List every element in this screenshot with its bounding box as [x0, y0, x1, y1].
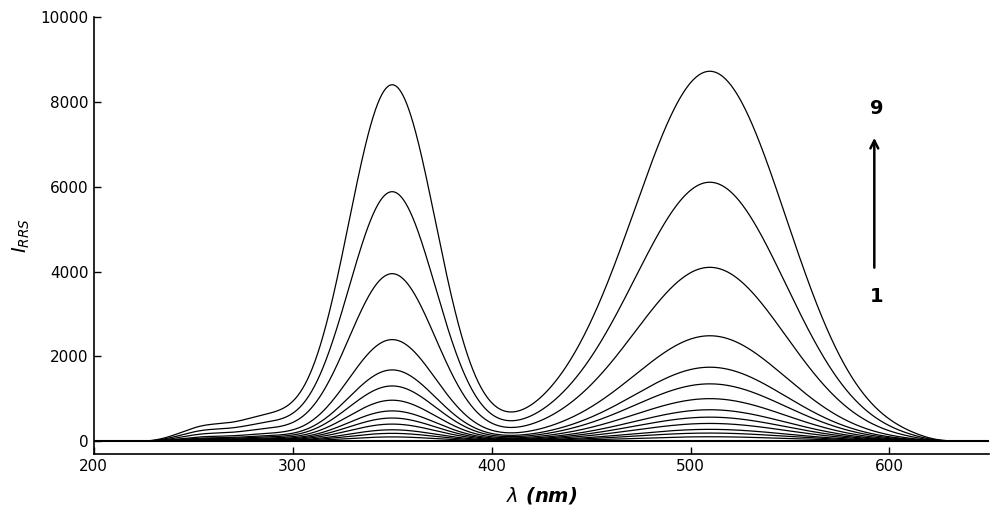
Text: 1: 1	[870, 287, 884, 306]
Text: 9: 9	[870, 99, 884, 118]
Y-axis label: $I_{RRS}$: $I_{RRS}$	[11, 218, 32, 253]
X-axis label: $\lambda$ (nm): $\lambda$ (nm)	[506, 485, 577, 506]
